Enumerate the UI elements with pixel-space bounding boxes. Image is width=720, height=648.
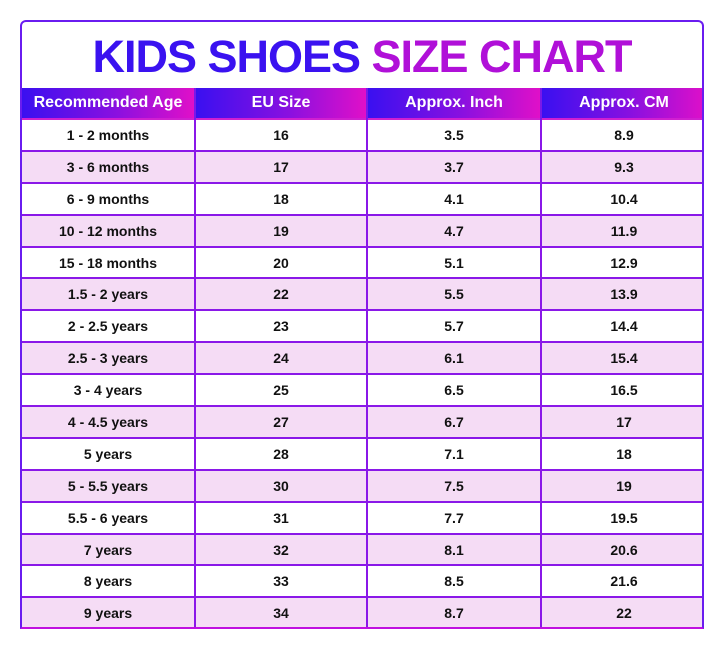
cell-inch: 3.5 bbox=[366, 118, 542, 152]
cell-cm: 14.4 bbox=[540, 309, 702, 344]
cell-cm: 15.4 bbox=[540, 341, 702, 376]
cell-age: 2.5 - 3 years bbox=[22, 341, 196, 376]
cell-inch: 3.7 bbox=[366, 149, 542, 184]
cell-inch: 6.5 bbox=[366, 373, 542, 408]
cell-cm: 10.4 bbox=[540, 181, 702, 216]
cell-eu-size: 30 bbox=[194, 468, 368, 503]
cell-eu-size: 20 bbox=[194, 245, 368, 280]
cell-cm: 8.9 bbox=[540, 118, 702, 152]
cell-age: 2 - 2.5 years bbox=[22, 309, 196, 344]
cell-eu-size: 31 bbox=[194, 500, 368, 535]
cell-age: 3 - 6 months bbox=[22, 149, 196, 184]
title-part-1: KIDS SHOES bbox=[92, 31, 361, 82]
cell-cm: 21.6 bbox=[540, 564, 702, 599]
cell-inch: 8.5 bbox=[366, 564, 542, 599]
cell-age: 15 - 18 months bbox=[22, 245, 196, 280]
cell-eu-size: 33 bbox=[194, 564, 368, 599]
cell-eu-size: 19 bbox=[194, 213, 368, 248]
cell-cm: 20.6 bbox=[540, 532, 702, 567]
table-row: 8 years 33 8.5 21.6 bbox=[22, 564, 702, 599]
table-row: 5 years 28 7.1 18 bbox=[22, 436, 702, 471]
cell-age: 3 - 4 years bbox=[22, 373, 196, 408]
cell-cm: 19.5 bbox=[540, 500, 702, 535]
cell-eu-size: 32 bbox=[194, 532, 368, 567]
cell-inch: 4.1 bbox=[366, 181, 542, 216]
cell-eu-size: 25 bbox=[194, 373, 368, 408]
table-row: 6 - 9 months 18 4.1 10.4 bbox=[22, 181, 702, 216]
cell-age: 5 - 5.5 years bbox=[22, 468, 196, 503]
cell-cm: 22 bbox=[540, 596, 702, 627]
cell-eu-size: 23 bbox=[194, 309, 368, 344]
header-age: Recommended Age bbox=[22, 88, 196, 119]
cell-inch: 8.7 bbox=[366, 596, 542, 627]
cell-inch: 8.1 bbox=[366, 532, 542, 567]
header-eu-size: EU Size bbox=[195, 88, 368, 119]
cell-inch: 5.1 bbox=[366, 245, 542, 280]
cell-age: 8 years bbox=[22, 564, 196, 599]
cell-eu-size: 34 bbox=[194, 596, 368, 627]
cell-cm: 13.9 bbox=[540, 277, 702, 312]
table-row: 4 - 4.5 years 27 6.7 17 bbox=[22, 405, 702, 439]
table-row: 7 years 32 8.1 20.6 bbox=[22, 532, 702, 567]
table-row: 15 - 18 months 20 5.1 12.9 bbox=[22, 245, 702, 280]
header-cm: Approx. CM bbox=[541, 88, 702, 119]
chart-title: KIDS SHOES SIZE CHART bbox=[22, 22, 702, 88]
size-chart: KIDS SHOES SIZE CHART Recommended Age EU… bbox=[20, 20, 704, 629]
table-row: 1.5 - 2 years 22 5.5 13.9 bbox=[22, 277, 702, 312]
cell-age: 1.5 - 2 years bbox=[22, 277, 196, 312]
cell-inch: 6.1 bbox=[366, 341, 542, 376]
cell-age: 5.5 - 6 years bbox=[22, 500, 196, 535]
size-table: Recommended Age EU Size Approx. Inch App… bbox=[22, 88, 702, 627]
cell-cm: 11.9 bbox=[540, 213, 702, 248]
table-row: 1 - 2 months 16 3.5 8.9 bbox=[22, 118, 702, 152]
cell-age: 10 - 12 months bbox=[22, 213, 196, 248]
cell-age: 4 - 4.5 years bbox=[22, 405, 196, 439]
cell-cm: 16.5 bbox=[540, 373, 702, 408]
cell-age: 7 years bbox=[22, 532, 196, 567]
cell-cm: 18 bbox=[540, 436, 702, 471]
table-row: 10 - 12 months 19 4.7 11.9 bbox=[22, 213, 702, 248]
cell-eu-size: 16 bbox=[194, 118, 368, 152]
cell-age: 5 years bbox=[22, 436, 196, 471]
cell-eu-size: 24 bbox=[194, 341, 368, 376]
table-row: 3 - 4 years 25 6.5 16.5 bbox=[22, 373, 702, 408]
cell-age: 9 years bbox=[22, 596, 196, 627]
table-row: 2 - 2.5 years 23 5.7 14.4 bbox=[22, 309, 702, 344]
table-row: 5 - 5.5 years 30 7.5 19 bbox=[22, 468, 702, 503]
cell-eu-size: 27 bbox=[194, 405, 368, 439]
cell-cm: 12.9 bbox=[540, 245, 702, 280]
cell-age: 6 - 9 months bbox=[22, 181, 196, 216]
cell-cm: 17 bbox=[540, 405, 702, 439]
cell-cm: 9.3 bbox=[540, 149, 702, 184]
table-row: 3 - 6 months 17 3.7 9.3 bbox=[22, 149, 702, 184]
header-inch: Approx. Inch bbox=[367, 88, 542, 119]
cell-cm: 19 bbox=[540, 468, 702, 503]
cell-inch: 4.7 bbox=[366, 213, 542, 248]
cell-inch: 5.5 bbox=[366, 277, 542, 312]
cell-eu-size: 22 bbox=[194, 277, 368, 312]
cell-eu-size: 17 bbox=[194, 149, 368, 184]
cell-inch: 7.5 bbox=[366, 468, 542, 503]
header-row: Recommended Age EU Size Approx. Inch App… bbox=[22, 88, 702, 119]
cell-age: 1 - 2 months bbox=[22, 118, 196, 152]
table-row: 9 years 34 8.7 22 bbox=[22, 596, 702, 627]
cell-eu-size: 18 bbox=[194, 181, 368, 216]
cell-inch: 7.1 bbox=[366, 436, 542, 471]
table-row: 5.5 - 6 years 31 7.7 19.5 bbox=[22, 500, 702, 535]
table-row: 2.5 - 3 years 24 6.1 15.4 bbox=[22, 341, 702, 376]
cell-inch: 6.7 bbox=[366, 405, 542, 439]
cell-eu-size: 28 bbox=[194, 436, 368, 471]
title-part-2: SIZE CHART bbox=[371, 31, 633, 82]
cell-inch: 5.7 bbox=[366, 309, 542, 344]
cell-inch: 7.7 bbox=[366, 500, 542, 535]
